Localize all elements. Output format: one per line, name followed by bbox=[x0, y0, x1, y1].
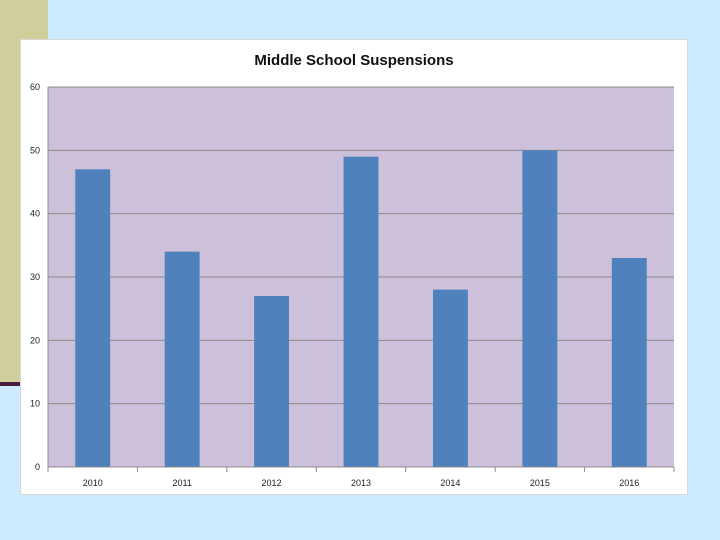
x-tick-label: 2011 bbox=[172, 478, 191, 488]
bar-2011 bbox=[164, 251, 200, 467]
bar-2010 bbox=[75, 169, 111, 468]
x-tick-label: 2013 bbox=[351, 478, 371, 488]
y-tick-label: 50 bbox=[30, 145, 40, 155]
x-tick-label: 2012 bbox=[262, 478, 282, 488]
x-tick-label: 2016 bbox=[619, 478, 639, 488]
x-tick-label: 2015 bbox=[530, 478, 550, 488]
y-tick-label: 10 bbox=[30, 399, 40, 409]
x-tick-label: 2010 bbox=[83, 478, 103, 488]
bars bbox=[75, 150, 647, 468]
bar-2012 bbox=[254, 296, 290, 467]
y-tick-label: 0 bbox=[35, 462, 40, 472]
y-tick-label: 60 bbox=[30, 82, 40, 92]
bar-2014 bbox=[432, 289, 468, 467]
y-tick-label: 20 bbox=[30, 335, 40, 345]
bar-2016 bbox=[611, 258, 647, 467]
chart-title: Middle School Suspensions bbox=[254, 52, 454, 69]
y-tick-label: 40 bbox=[30, 209, 40, 219]
bar-2013 bbox=[343, 156, 379, 467]
axes bbox=[47, 87, 675, 472]
y-tick-label: 30 bbox=[30, 272, 40, 282]
slide-accent-rule bbox=[0, 382, 22, 386]
x-tick-label: 2014 bbox=[440, 478, 460, 488]
x-tick-labels: 2010 2011 2012 2013 2014 2015 2016 bbox=[83, 478, 640, 488]
y-tick-labels: 0 10 20 30 40 50 60 bbox=[30, 82, 40, 472]
bar-2015 bbox=[522, 150, 558, 467]
chart-frame: Middle School Suspensions 0 10 20 30 40 50 60 … bbox=[21, 40, 687, 494]
